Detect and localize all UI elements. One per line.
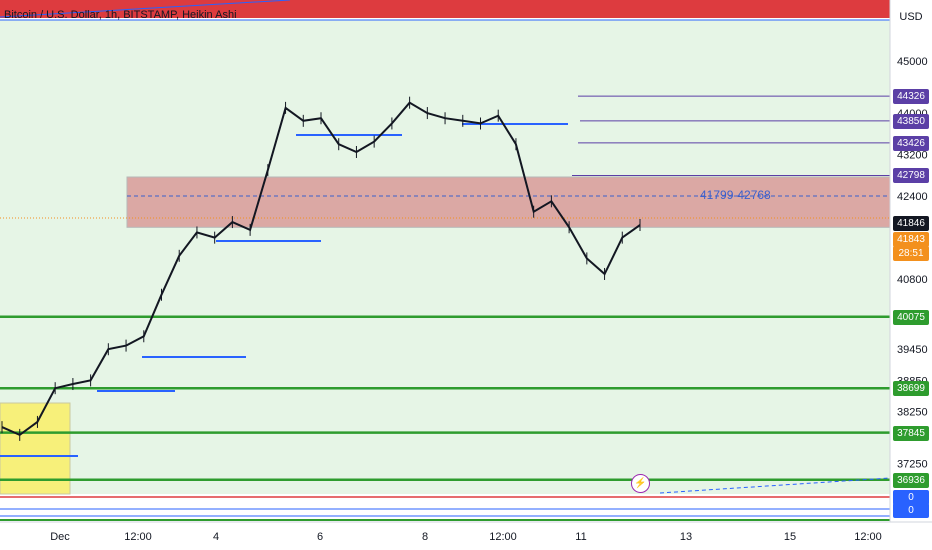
price-line [1,101,641,437]
x-tick-label: 12:00 [124,531,152,543]
countdown-tag: 28:51 [893,246,929,262]
x-tick-label: 12:00 [854,531,882,543]
level-tag-38699: 38699 [893,381,929,397]
y-tick-label: 39450 [897,344,928,356]
last-price-tag: 41843 [893,232,929,248]
x-tick-label: 15 [784,531,796,543]
level-tag-43426: 43426 [893,135,929,151]
chart-background [0,20,890,494]
y-tick-label: 37250 [897,458,928,470]
current-price-tag: 41846 [893,215,929,231]
x-tick-label: Dec [50,531,70,543]
y-tick-label: 38250 [897,407,928,419]
x-tick-label: 13 [680,531,692,543]
level-tag-42798: 42798 [893,168,929,184]
y-tick-label: 45000 [897,56,928,68]
upper-red-band [0,0,890,18]
bottom-tag-1: 0 [893,503,929,518]
currency-button[interactable]: USD [899,11,923,23]
x-tick-label: 6 [317,531,323,543]
lightning-icon[interactable]: ⚡ [631,474,650,493]
x-tick-label: 4 [213,531,219,543]
y-tick-label: 40800 [897,274,928,286]
x-tick-label: 11 [575,531,586,543]
y-tick-label: 43200 [897,150,928,162]
x-axis-ticks: Dec 12:00 4 6 8 12:00 11 13 15 12:00 [50,531,882,543]
y-tick-label: 42400 [897,191,928,203]
level-tag-44326: 44326 [893,89,929,105]
trend-line [659,477,891,494]
levels-group [0,95,890,481]
bottom-tag-0: 0 [893,490,929,505]
symbol-title: Bitcoin / U.S. Dollar, 1h, BITSTAMP, Hei… [4,9,237,21]
x-tick-label: 8 [422,531,428,543]
level-tag-37845: 37845 [893,425,929,441]
lower-band [0,494,890,522]
supply-zone [126,176,891,228]
level-tag-40075: 40075 [893,309,929,325]
top-trend-line-1 [0,0,291,18]
time-axis-bg [0,522,932,550]
zone-label: 41799-42768 [700,188,771,202]
x-tick-label: 12:00 [489,531,517,543]
price-series [1,96,641,441]
level-tag-36936: 36936 [893,472,929,488]
level-tag-43850: 43850 [893,113,929,129]
